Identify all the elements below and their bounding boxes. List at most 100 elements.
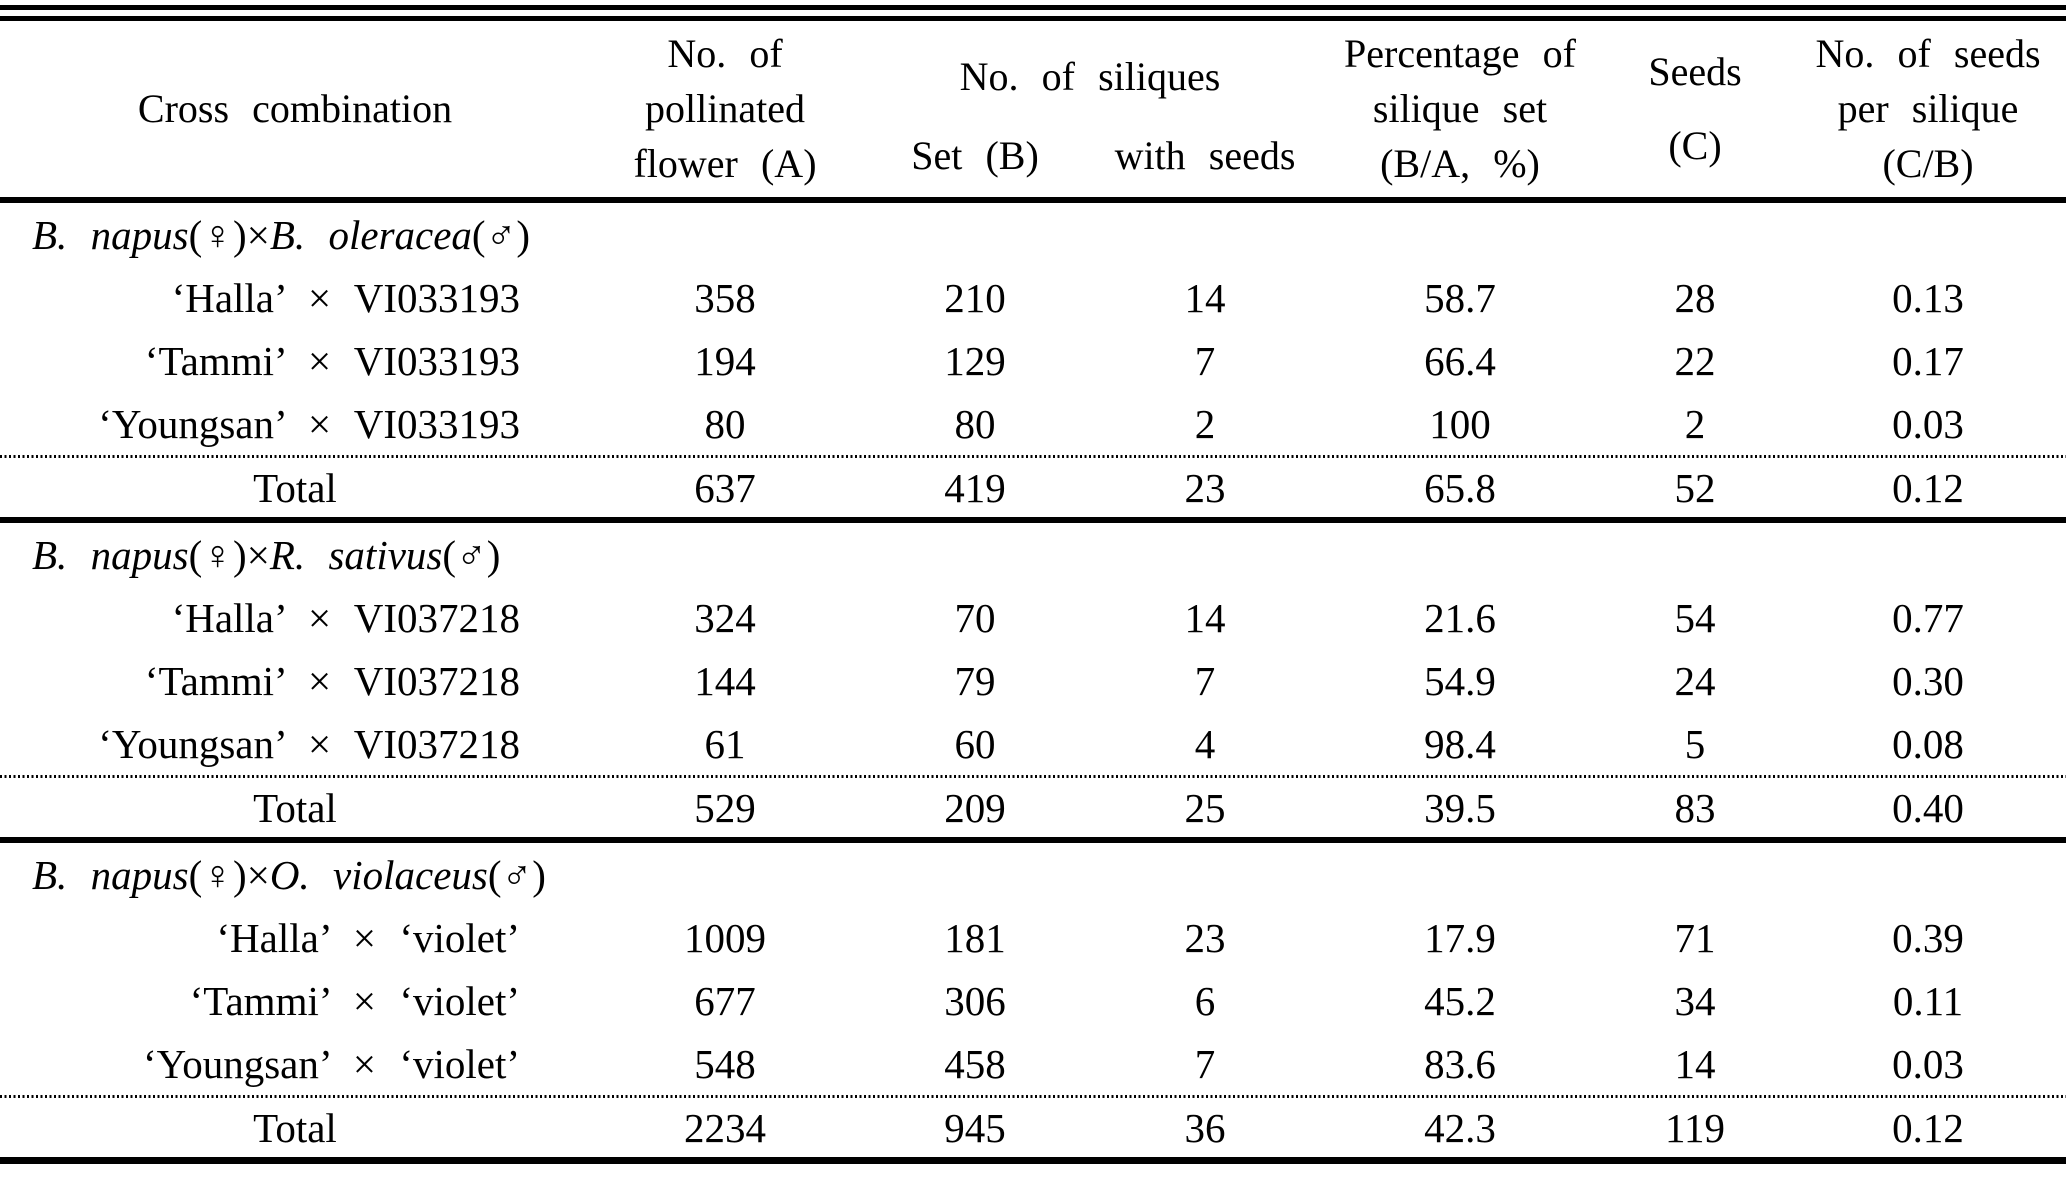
siliques-with-seeds-cell: 14	[1184, 274, 1226, 321]
siliques-set-cell: 210	[944, 274, 1006, 321]
col-header-cross-combination: Cross combination	[0, 21, 590, 197]
pollinated-count-cell: 358	[694, 274, 756, 321]
total-separator-rule	[0, 455, 2066, 458]
seeds-per-silique-cell: 0.08	[1892, 720, 1964, 767]
seeds-cell: 83	[1674, 784, 1716, 831]
pollinated-count-cell: 194	[694, 337, 756, 384]
siliques-with-seeds-cell: 14	[1184, 594, 1226, 641]
siliques-with-seeds-cell: 6	[1194, 977, 1216, 1024]
seeds-per-silique-cell: 0.12	[1892, 464, 1964, 511]
siliques-with-seeds-cell: 7	[1194, 337, 1216, 384]
percentage-cell: 65.8	[1424, 464, 1496, 511]
percentage-cell: 100	[1429, 400, 1491, 447]
col-header-seeds-per-silique: No. of seeds per silique (C/B)	[1790, 21, 2066, 197]
col-header-line: silique set	[1372, 86, 1548, 131]
col-header-line: (B/A, %)	[1380, 141, 1540, 186]
header-bottom-rule	[0, 197, 2066, 203]
siliques-set-cell: 945	[944, 1104, 1006, 1151]
percentage-cell: 54.9	[1424, 657, 1496, 704]
col-header-seeds: Seeds (C)	[1600, 21, 1790, 197]
cross-combination-cell: ‘Youngsan’ × VI037218	[98, 720, 520, 767]
col-header-line: Seeds	[1648, 49, 1742, 95]
siliques-set-cell: 60	[954, 720, 996, 767]
col-header-line: (C/B)	[1882, 141, 1974, 186]
cross-combination-cell: ‘Halla’ × VI037218	[171, 594, 520, 641]
seeds-cell: 28	[1674, 274, 1716, 321]
cross-combination-cell: ‘Youngsan’ × VI033193	[98, 400, 520, 447]
col-header-line: (C)	[1668, 122, 1722, 168]
seeds-per-silique-cell: 0.12	[1892, 1104, 1964, 1151]
percentage-cell: 98.4	[1424, 720, 1496, 767]
siliques-set-cell: 129	[944, 337, 1006, 384]
female-species: B. napus	[32, 851, 189, 898]
siliques-set-cell: 181	[944, 914, 1006, 961]
group-title: B. napus (♀) × B. oleracea (♂)	[0, 203, 2066, 266]
cross-combination-cell: ‘Halla’ × VI033193	[171, 274, 520, 321]
col-header-line: pollinated	[645, 86, 805, 131]
pollinated-count-cell: 2234	[684, 1104, 766, 1151]
seeds-per-silique-cell: 0.77	[1892, 594, 1964, 641]
col-header-label: Cross combination	[137, 86, 453, 131]
total-separator-rule	[0, 1095, 2066, 1098]
siliques-with-seeds-cell: 7	[1194, 657, 1216, 704]
percentage-cell: 17.9	[1424, 914, 1496, 961]
percentage-cell: 83.6	[1424, 1040, 1496, 1087]
seeds-per-silique-cell: 0.40	[1892, 784, 1964, 831]
siliques-with-seeds-cell: 2	[1194, 400, 1216, 447]
female-symbol: (♀)	[188, 851, 247, 898]
seeds-per-silique-cell: 0.11	[1892, 977, 1964, 1024]
percentage-cell: 39.5	[1424, 784, 1496, 831]
times-symbol: ×	[246, 851, 270, 898]
col-header-pollinated-flower: No. of pollinated flower (A)	[590, 21, 860, 197]
cross-combination-cell: ‘Halla’ × ‘violet’	[216, 914, 520, 961]
seeds-cell: 54	[1674, 594, 1716, 641]
col-header-line: No. of seeds	[1815, 31, 2041, 76]
col-header-line: flower (A)	[633, 141, 817, 186]
times-symbol: ×	[246, 211, 270, 258]
cross-combination-cell: ‘Tammi’ × VI033193	[144, 337, 520, 384]
seeds-per-silique-cell: 0.03	[1892, 1040, 1964, 1087]
female-symbol: (♀)	[188, 211, 247, 258]
total-label: Total	[253, 464, 337, 511]
siliques-with-seeds-cell: 4	[1194, 720, 1216, 767]
percentage-cell: 66.4	[1424, 337, 1496, 384]
seeds-per-silique-cell: 0.13	[1892, 274, 1964, 321]
female-species: B. napus	[32, 211, 189, 258]
seeds-per-silique-cell: 0.03	[1892, 400, 1964, 447]
pollinated-count-cell: 144	[694, 657, 756, 704]
table-top-rule	[0, 5, 2066, 21]
col-header-siliques-label: No. of siliques	[959, 54, 1221, 100]
total-label: Total	[253, 1104, 337, 1151]
male-symbol: (♂)	[471, 211, 530, 258]
seeds-cell: 71	[1674, 914, 1716, 961]
pollinated-count-cell: 637	[694, 464, 756, 511]
pollinated-count-cell: 548	[694, 1040, 756, 1087]
seeds-cell: 5	[1684, 720, 1706, 767]
seeds-per-silique-cell: 0.17	[1892, 337, 1964, 384]
percentage-cell: 58.7	[1424, 274, 1496, 321]
siliques-with-seeds-cell: 23	[1184, 914, 1226, 961]
col-header-line: with seeds	[1114, 133, 1296, 179]
male-species: B. oleracea	[269, 211, 472, 258]
group-title: B. napus (♀) × O. violaceus (♂)	[0, 843, 2066, 906]
col-header-siliques-with-seeds: with seeds	[1090, 132, 1320, 197]
female-species: B. napus	[32, 531, 189, 578]
col-header-percentage-silique-set: Percentage of silique set (B/A, %)	[1320, 21, 1600, 197]
siliques-with-seeds-cell: 23	[1184, 464, 1226, 511]
total-separator-rule	[0, 775, 2066, 778]
col-header-line: Percentage of	[1344, 31, 1576, 76]
siliques-with-seeds-cell: 25	[1184, 784, 1226, 831]
pollinated-count-cell: 324	[694, 594, 756, 641]
male-species: O. violaceus	[269, 851, 488, 898]
siliques-set-cell: 209	[944, 784, 1006, 831]
siliques-set-cell: 458	[944, 1040, 1006, 1087]
percentage-cell: 21.6	[1424, 594, 1496, 641]
pollinated-count-cell: 677	[694, 977, 756, 1024]
table-bottom-rule	[0, 1157, 2066, 1164]
siliques-set-cell: 419	[944, 464, 1006, 511]
percentage-cell: 42.3	[1424, 1104, 1496, 1151]
siliques-set-cell: 70	[954, 594, 996, 641]
group-title: B. napus (♀) × R. sativus (♂)	[0, 523, 2066, 586]
cross-combination-cell: ‘Youngsan’ × ‘violet’	[143, 1040, 520, 1087]
